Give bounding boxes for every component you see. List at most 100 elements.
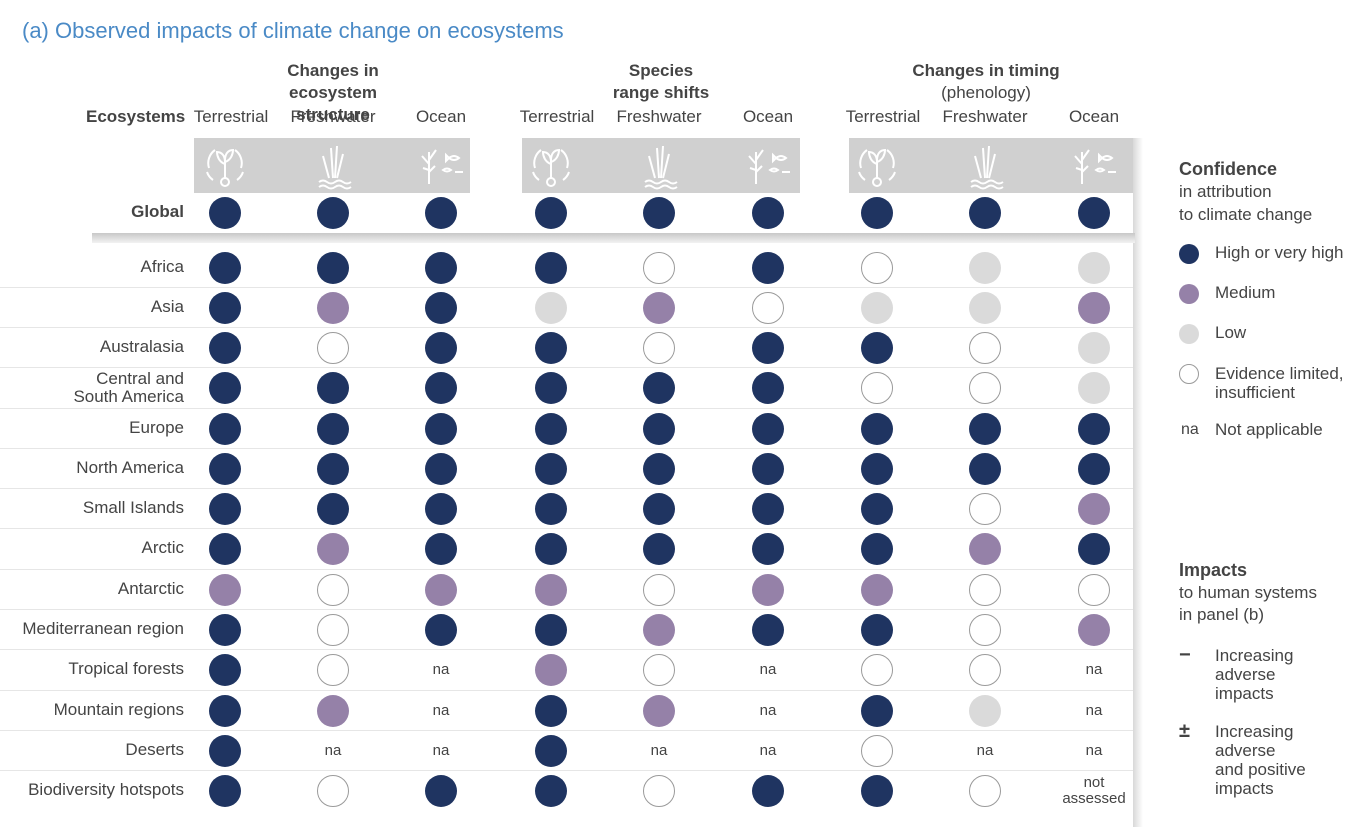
confidence-dot-high — [752, 493, 784, 525]
confidence-dot-medium — [643, 614, 675, 646]
confidence-dot-high — [535, 735, 567, 767]
legend-impact-label: Increasing adverse and positive impacts — [1215, 722, 1306, 798]
group-header-line2: range shifts — [612, 83, 710, 102]
confidence-dot-medium — [535, 574, 567, 606]
confidence-dot-medium — [1078, 292, 1110, 324]
confidence-dot-high — [752, 372, 784, 404]
confidence-dot-high — [643, 533, 675, 565]
confidence-dot-low — [1078, 332, 1110, 364]
confidence-dot-high — [535, 614, 567, 646]
confidence-dot-high — [209, 413, 241, 445]
confidence-dot-high — [209, 252, 241, 284]
confidence-dot-medium — [425, 574, 457, 606]
row-label: Small Islands — [82, 498, 184, 517]
legend-label: Not applicable — [1215, 420, 1323, 439]
not-applicable-label: na — [432, 661, 450, 678]
not-applicable-label: na — [976, 742, 994, 759]
confidence-dot-limited — [643, 775, 675, 807]
confidence-dot-high — [752, 197, 784, 229]
legend-impact-line: and positive — [1215, 760, 1306, 779]
confidence-dot-medium — [209, 574, 241, 606]
confidence-dot-limited — [969, 332, 1001, 364]
confidence-dot-high — [752, 775, 784, 807]
row-label: Global — [131, 202, 184, 221]
column-header: Terrestrial — [193, 107, 269, 126]
confidence-dot-high — [209, 453, 241, 485]
confidence-dot-high — [752, 614, 784, 646]
confidence-dot-limited — [317, 654, 349, 686]
confidence-dot-high — [969, 453, 1001, 485]
confidence-dot-high — [1078, 413, 1110, 445]
confidence-dot-high — [317, 413, 349, 445]
confidence-dot-high — [643, 493, 675, 525]
confidence-dot-medium — [752, 574, 784, 606]
confidence-dot-low — [969, 292, 1001, 324]
row-label: Africa — [140, 257, 184, 276]
group-header-structure: Changes in ecosystem structure — [253, 60, 413, 126]
terrestrial-icon — [523, 138, 579, 198]
row-divider — [0, 649, 1133, 650]
not-applicable-label: na — [1085, 702, 1103, 719]
confidence-dot-high — [425, 493, 457, 525]
confidence-dot-high — [861, 197, 893, 229]
confidence-dot-high — [643, 372, 675, 404]
legend-impact-line: adverse — [1215, 741, 1276, 760]
confidence-dot-medium — [1078, 493, 1110, 525]
row-label: Europe — [129, 418, 184, 437]
group-header-range: Species range shifts — [581, 60, 741, 104]
column-header: Terrestrial — [845, 107, 921, 126]
freshwater-icon — [631, 138, 687, 198]
legend-impact-label: Increasing adverse impacts — [1215, 646, 1293, 703]
legend-label: Medium — [1215, 283, 1276, 302]
confidence-dot-high — [209, 533, 241, 565]
confidence-dot-medium — [317, 533, 349, 565]
not-applicable-label: na — [324, 742, 342, 759]
row-divider — [0, 367, 1133, 368]
confidence-dot-medium — [643, 292, 675, 324]
legend-confidence-title: Confidence — [1179, 159, 1278, 179]
confidence-dot-low — [1078, 372, 1110, 404]
legend-impact-line: adverse — [1215, 665, 1276, 684]
confidence-dot-high — [317, 372, 349, 404]
confidence-dot-limited — [861, 735, 893, 767]
confidence-dot-high — [209, 197, 241, 229]
confidence-dot-limited — [969, 493, 1001, 525]
confidence-dot-high — [752, 332, 784, 364]
legend-dot-low — [1179, 324, 1199, 344]
legend-dot-high — [1179, 244, 1199, 264]
confidence-dot-high — [535, 197, 567, 229]
confidence-dot-high — [752, 413, 784, 445]
row-divider — [0, 488, 1133, 489]
ocean-icon — [740, 138, 796, 198]
confidence-dot-high — [1078, 197, 1110, 229]
row-divider — [0, 528, 1133, 529]
confidence-dot-high — [425, 372, 457, 404]
confidence-dot-high — [535, 533, 567, 565]
confidence-dot-limited — [643, 332, 675, 364]
confidence-dot-limited — [969, 372, 1001, 404]
confidence-dot-limited — [317, 614, 349, 646]
column-header: Terrestrial — [519, 107, 595, 126]
not-applicable-label: na — [1085, 742, 1103, 759]
legend-label: High or very high — [1215, 243, 1344, 262]
confidence-dot-high — [317, 453, 349, 485]
confidence-dot-limited — [861, 372, 893, 404]
confidence-dot-medium — [535, 654, 567, 686]
confidence-dot-high — [209, 654, 241, 686]
legend-impact-line: impacts — [1215, 684, 1274, 703]
column-header: Ocean — [415, 107, 467, 126]
confidence-dot-low — [969, 252, 1001, 284]
confidence-dot-limited — [861, 252, 893, 284]
not-applicable-label: na — [432, 742, 450, 759]
legend-impact-line: Increasing — [1215, 646, 1294, 665]
confidence-dot-limited — [317, 332, 349, 364]
confidence-dot-limited — [969, 775, 1001, 807]
not-assessed-label: not assessed — [1062, 774, 1126, 807]
ocean-icon — [1066, 138, 1122, 198]
confidence-dot-medium — [317, 695, 349, 727]
confidence-dot-high — [209, 614, 241, 646]
terrestrial-icon — [197, 138, 253, 198]
row-divider — [0, 287, 1133, 288]
group-header-sub: (phenology) — [941, 83, 1031, 102]
confidence-dot-high — [643, 413, 675, 445]
